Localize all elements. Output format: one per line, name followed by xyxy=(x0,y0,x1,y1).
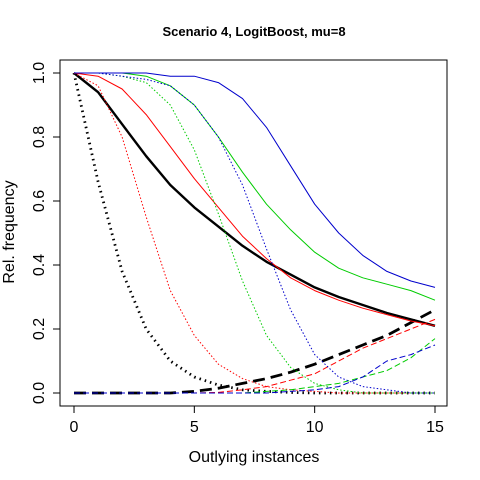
series-line-0 xyxy=(73,72,436,327)
series-line-7 xyxy=(74,72,435,394)
series-line-5 xyxy=(74,318,436,394)
series-line-10 xyxy=(74,72,435,394)
series-line-8 xyxy=(74,338,436,394)
y-tick-label: 0.4 xyxy=(31,254,48,276)
y-tick-label: 0.6 xyxy=(31,190,48,212)
x-tick-label: 0 xyxy=(70,419,79,436)
y-axis-label: Rel. frequency xyxy=(1,180,18,283)
x-axis-label: Outlying instances xyxy=(189,449,320,466)
series-line-6 xyxy=(74,72,436,301)
series-line-2 xyxy=(74,308,436,395)
x-tick-label: 10 xyxy=(306,419,324,436)
series-line-9 xyxy=(74,72,436,288)
series-line-11 xyxy=(74,344,436,394)
y-axis: 0.0 0.2 0.4 0.6 0.8 1.0 xyxy=(31,62,61,404)
y-tick-label: 0.2 xyxy=(31,318,48,340)
y-tick-label: 0.0 xyxy=(31,382,48,404)
x-tick-label: 15 xyxy=(426,419,444,436)
series-line-1 xyxy=(72,72,435,395)
x-tick-label: 5 xyxy=(190,419,199,436)
series-line-3 xyxy=(73,72,436,327)
chart-title: Scenario 4, LogitBoost, mu=8 xyxy=(162,24,345,39)
series-group xyxy=(72,72,436,395)
y-tick-label: 0.8 xyxy=(31,126,48,148)
x-axis: 0 5 10 15 xyxy=(70,405,444,436)
y-tick-label: 1.0 xyxy=(31,62,48,84)
